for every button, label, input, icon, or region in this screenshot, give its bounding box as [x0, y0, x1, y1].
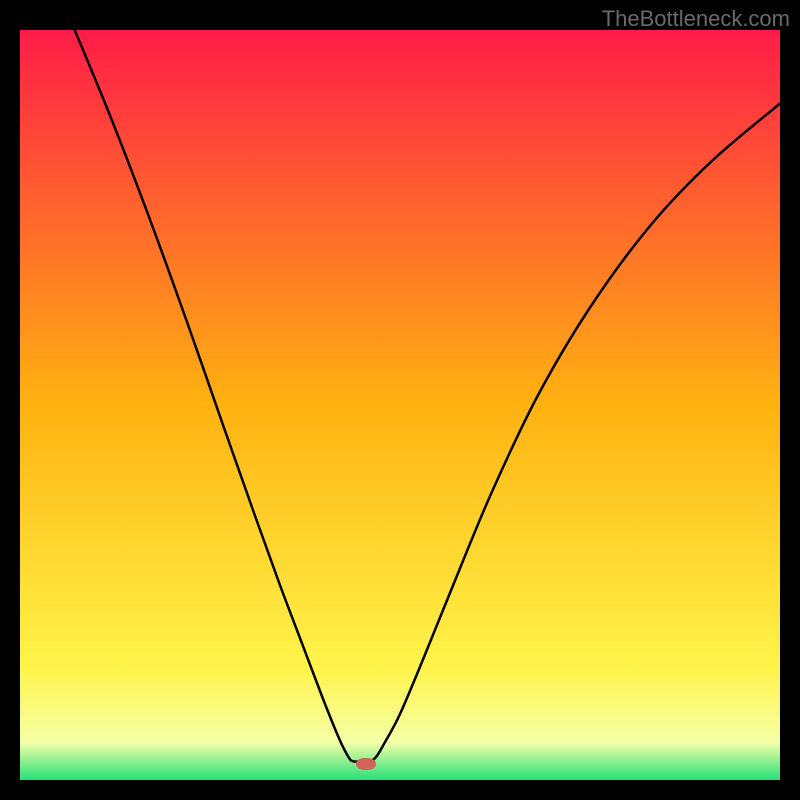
- watermark-text: TheBottleneck.com: [602, 6, 790, 32]
- plot-gradient-area: [20, 30, 780, 780]
- bottleneck-marker: [356, 758, 376, 770]
